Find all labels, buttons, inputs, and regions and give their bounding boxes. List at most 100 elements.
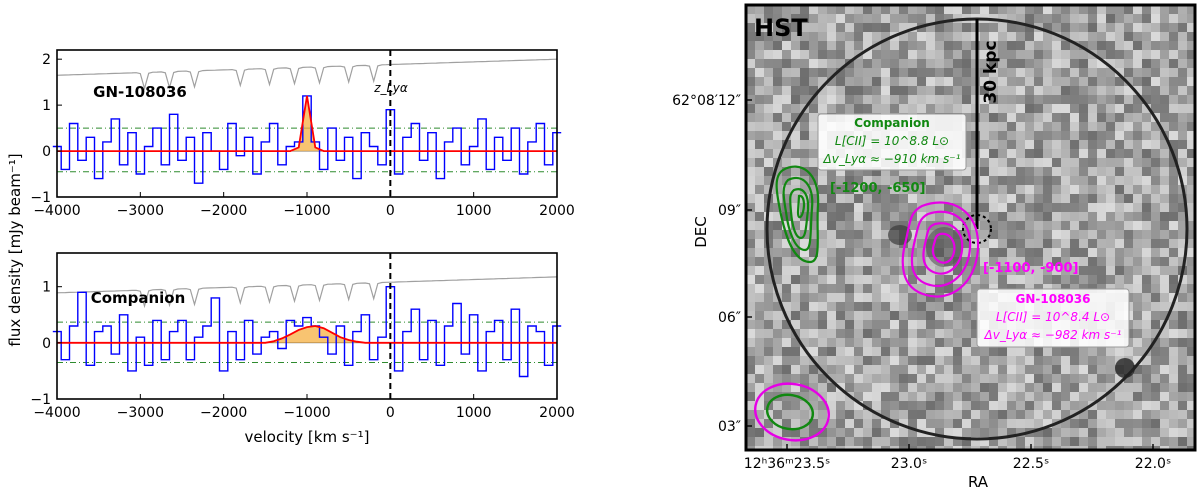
noise-pixel	[1151, 356, 1160, 365]
noise-pixel	[1124, 374, 1133, 383]
noise-pixel	[917, 338, 926, 347]
noise-pixel	[953, 302, 962, 311]
noise-pixel	[1061, 239, 1070, 248]
noise-pixel	[881, 446, 890, 450]
noise-pixel	[890, 167, 899, 176]
noise-pixel	[980, 401, 989, 410]
noise-pixel	[881, 194, 890, 203]
noise-pixel	[1025, 437, 1034, 446]
noise-pixel	[1115, 167, 1124, 176]
noise-pixel	[1025, 383, 1034, 392]
noise-pixel	[1124, 5, 1133, 14]
noise-pixel	[746, 185, 755, 194]
noise-pixel	[935, 446, 944, 450]
noise-pixel	[863, 437, 872, 446]
noise-pixel	[989, 5, 998, 14]
noise-pixel	[1070, 401, 1079, 410]
noise-pixel	[1178, 23, 1187, 32]
noise-pixel	[1061, 104, 1070, 113]
noise-pixel	[1115, 248, 1124, 257]
noise-pixel	[1187, 5, 1195, 14]
noise-pixel	[1106, 383, 1115, 392]
noise-pixel	[1133, 257, 1142, 266]
noise-pixel	[818, 176, 827, 185]
noise-pixel	[836, 50, 845, 59]
noise-pixel	[1025, 32, 1034, 41]
noise-pixel	[809, 266, 818, 275]
noise-pixel	[944, 392, 953, 401]
noise-pixel	[782, 248, 791, 257]
noise-pixel	[944, 221, 953, 230]
noise-pixel	[1133, 95, 1142, 104]
noise-pixel	[1097, 158, 1106, 167]
noise-pixel	[1052, 230, 1061, 239]
noise-pixel	[971, 230, 980, 239]
noise-pixel	[755, 365, 764, 374]
noise-pixel	[989, 32, 998, 41]
noise-pixel	[1187, 239, 1195, 248]
noise-pixel	[755, 185, 764, 194]
noise-pixel	[1097, 446, 1106, 450]
noise-pixel	[1169, 104, 1178, 113]
noise-pixel	[980, 410, 989, 419]
noise-pixel	[1133, 167, 1142, 176]
noise-pixel	[782, 131, 791, 140]
noise-pixel	[845, 356, 854, 365]
noise-pixel	[1142, 428, 1151, 437]
noise-pixel	[953, 257, 962, 266]
noise-pixel	[1124, 410, 1133, 419]
noise-pixel	[926, 401, 935, 410]
noise-pixel	[1106, 194, 1115, 203]
noise-pixel	[899, 86, 908, 95]
noise-pixel	[962, 185, 971, 194]
noise-pixel	[827, 419, 836, 428]
noise-pixel	[1043, 95, 1052, 104]
noise-pixel	[890, 356, 899, 365]
noise-pixel	[1025, 365, 1034, 374]
noise-pixel	[845, 257, 854, 266]
noise-pixel	[926, 410, 935, 419]
hst-frame	[744, 3, 1197, 452]
hst-title: HST	[754, 14, 808, 42]
noise-pixel	[836, 14, 845, 23]
noise-pixel	[926, 275, 935, 284]
noise-pixel	[1070, 365, 1079, 374]
noise-pixel	[971, 266, 980, 275]
noise-pixel	[746, 5, 755, 14]
noise-pixel	[998, 140, 1007, 149]
noise-pixel	[1052, 266, 1061, 275]
noise-pixel	[1106, 122, 1115, 131]
noise-pixel	[1070, 230, 1079, 239]
noise-pixel	[1160, 374, 1169, 383]
noise-pixel	[1088, 437, 1097, 446]
noise-pixel	[944, 194, 953, 203]
noise-pixel	[1016, 428, 1025, 437]
noise-pixel	[746, 122, 755, 131]
noise-pixel	[935, 347, 944, 356]
noise-pixel	[881, 68, 890, 77]
noise-pixel	[908, 95, 917, 104]
noise-pixel	[1160, 428, 1169, 437]
noise-pixel	[854, 419, 863, 428]
noise-pixel	[1133, 230, 1142, 239]
noise-pixel	[836, 410, 845, 419]
noise-pixel	[1106, 131, 1115, 140]
noise-pixel	[836, 23, 845, 32]
noise-pixel	[1124, 428, 1133, 437]
noise-pixel	[962, 284, 971, 293]
noise-pixel	[1034, 428, 1043, 437]
noise-pixel	[1097, 185, 1106, 194]
noise-pixel	[1151, 320, 1160, 329]
noise-pixel	[899, 401, 908, 410]
noise-pixel	[1142, 239, 1151, 248]
noise-pixel	[1133, 284, 1142, 293]
noise-pixel	[800, 419, 809, 428]
noise-pixel	[998, 77, 1007, 86]
noise-pixel	[1016, 32, 1025, 41]
noise-pixel	[890, 257, 899, 266]
noise-pixel	[1124, 401, 1133, 410]
noise-pixel	[908, 374, 917, 383]
noise-pixel	[809, 32, 818, 41]
noise-pixel	[773, 167, 782, 176]
noise-pixel	[971, 446, 980, 450]
